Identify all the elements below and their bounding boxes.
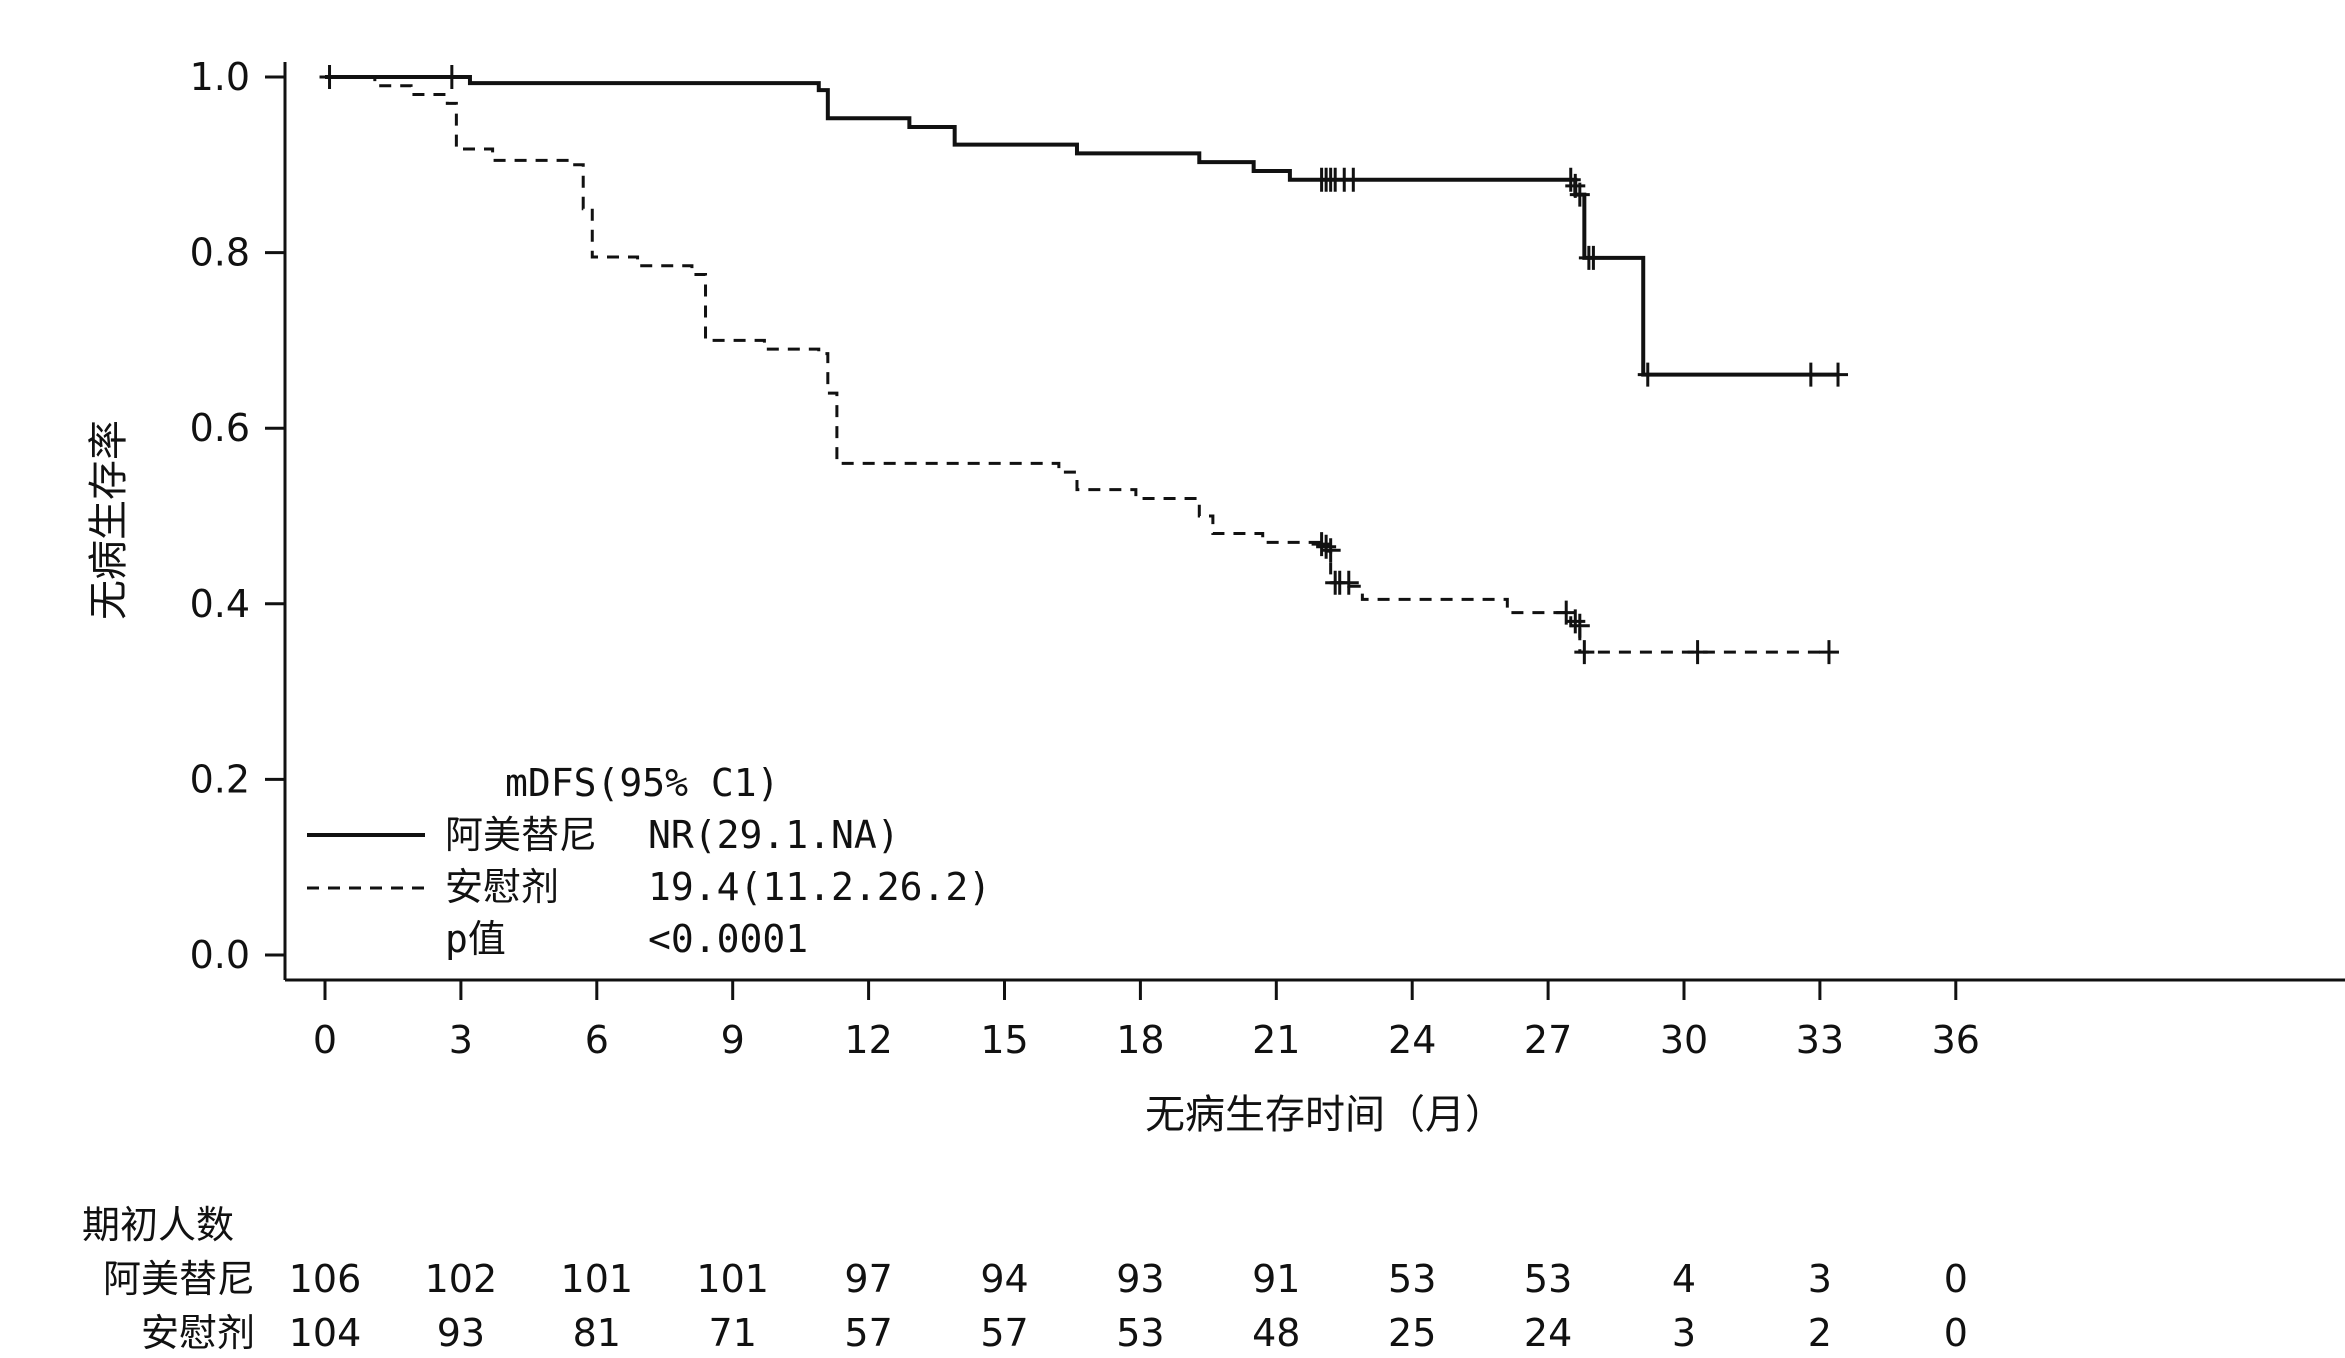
risk-cell-placebo: 71 [709,1311,757,1355]
y-axis-title: 无病生存率 [86,420,132,620]
risk-cell-amitinib: 91 [1252,1257,1300,1301]
risk-cell-amitinib: 3 [1808,1257,1832,1301]
x-tick-label: 18 [1116,1018,1164,1062]
y-tick-label: 0.6 [190,406,250,450]
censor-mark [1311,532,1332,557]
censor-mark [1828,362,1849,387]
risk-cell-amitinib: 101 [561,1257,634,1301]
risk-cell-placebo: 24 [1524,1311,1572,1355]
censor-mark [1818,640,1839,665]
risk-row-label-amitinib: 阿美替尼 [103,1257,255,1301]
y-tick-label: 0.8 [190,231,250,275]
x-tick-label: 0 [313,1018,337,1062]
x-tick-label: 21 [1252,1018,1300,1062]
x-tick-label: 9 [721,1018,745,1062]
censor-mark [1637,362,1658,387]
x-tick-label: 6 [585,1018,609,1062]
censor-mark [1569,613,1590,638]
risk-cell-placebo: 3 [1672,1311,1696,1355]
x-tick-label: 30 [1660,1018,1708,1062]
x-tick-label: 15 [980,1018,1028,1062]
risk-cell-amitinib: 0 [1944,1257,1968,1301]
censor-mark [1565,609,1586,634]
legend-value-amitinib: NR(29.1.NA) [648,813,900,857]
censor-mark [1800,362,1821,387]
x-tick-label: 36 [1932,1018,1980,1062]
y-ticks: 0.0 0.2 0.4 0.6 0.8 1.0 [190,55,285,977]
legend-p-label: p值 [445,917,506,961]
risk-cell-placebo: 53 [1116,1311,1164,1355]
risk-cell-amitinib: 53 [1524,1257,1572,1301]
censor-mark [1316,534,1337,559]
x-ticks: 0 3 6 9 12 15 18 21 24 27 30 33 36 [313,980,1980,1062]
risk-cell-placebo: 48 [1252,1311,1300,1355]
risk-cell-amitinib: 102 [425,1257,498,1301]
y-tick-label: 0.0 [190,933,250,977]
risk-cell-placebo: 0 [1944,1311,1968,1355]
censor-mark [1320,538,1341,563]
x-axis-title: 无病生存时间（月） [1145,1092,1505,1138]
censor-mark [441,65,462,89]
legend-label-placebo: 安慰剂 [445,865,559,909]
x-tick-label: 3 [449,1018,473,1062]
risk-cell-placebo: 81 [573,1311,621,1355]
censor-mark [1569,182,1590,207]
censor-mark [1343,167,1364,192]
legend: mDFS(95% C1) 阿美替尼 NR(29.1.NA) 安慰剂 19.4(1… [307,761,991,961]
risk-cell-placebo: 25 [1388,1311,1436,1355]
x-tick-label: 33 [1796,1018,1844,1062]
legend-header: mDFS(95% C1) [505,761,780,805]
risk-cell-amitinib: 101 [696,1257,769,1301]
legend-value-placebo: 19.4(11.2.26.2) [648,865,991,909]
risk-table-title: 期初人数 [82,1203,234,1247]
risk-cell-placebo: 57 [844,1311,892,1355]
survival-curve-amitinib [325,75,1839,377]
y-tick-label: 1.0 [190,55,250,99]
risk-cell-placebo: 104 [289,1311,362,1355]
legend-label-amitinib: 阿美替尼 [445,813,597,857]
risk-table: 期初人数 阿美替尼 安慰剂 106 102 101 101 97 94 93 91 53 53 4 3… [82,1203,1968,1355]
risk-cell-placebo: 2 [1808,1311,1832,1355]
risk-cells: 106 102 101 101 97 94 93 91 53 53 4 3 0 104 93 81 71 57 57… [289,1257,1968,1355]
risk-cell-amitinib: 106 [289,1257,362,1301]
x-tick-label: 27 [1524,1018,1572,1062]
censor-mark [1687,640,1708,665]
censor-mark [1574,640,1595,665]
x-tick-label: 24 [1388,1018,1436,1062]
risk-row-label-placebo: 安慰剂 [141,1311,255,1355]
x-tick-label: 12 [844,1018,892,1062]
series-layer [319,65,1849,665]
risk-cell-amitinib: 97 [844,1257,892,1301]
risk-cell-amitinib: 94 [980,1257,1028,1301]
censor-mark [1583,245,1604,270]
axes [283,62,2345,982]
risk-cell-amitinib: 93 [1116,1257,1164,1301]
survival-curve-placebo [325,75,1829,654]
risk-cell-amitinib: 4 [1672,1257,1696,1301]
censor-mark [1560,167,1581,192]
y-tick-label: 0.4 [190,582,250,626]
risk-cell-placebo: 57 [980,1311,1028,1355]
risk-cell-amitinib: 53 [1388,1257,1436,1301]
risk-cell-placebo: 93 [437,1311,485,1355]
censor-mark [1338,570,1359,595]
y-tick-label: 0.2 [190,757,250,801]
legend-p-value: <0.0001 [648,917,808,961]
